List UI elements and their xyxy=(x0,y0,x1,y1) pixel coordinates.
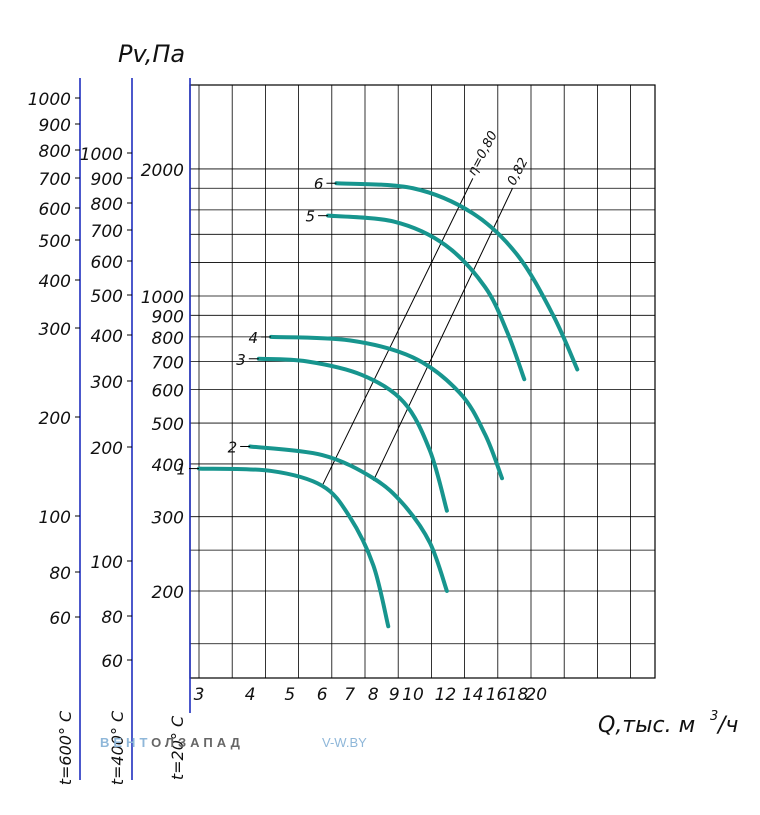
y-tick-label-t400: 200 xyxy=(91,439,123,459)
x-tick-label: 14 xyxy=(462,685,484,705)
y-tick-label-t400: 600 xyxy=(91,253,123,273)
x-tick-label: 12 xyxy=(435,685,457,705)
y-tick-label-t600: 700 xyxy=(39,170,71,190)
y-tick-label-t400: 300 xyxy=(91,373,123,393)
x-axis-title: Q,тыс. м xyxy=(598,713,695,738)
y-tick-label-t600: 500 xyxy=(39,232,71,252)
efficiency-line xyxy=(372,188,513,481)
efficiency-label: 0,82 xyxy=(505,156,532,189)
x-tick-label: 4 xyxy=(245,685,256,705)
y-tick-label-t600: 1000 xyxy=(28,90,71,110)
x-tick-label: 10 xyxy=(402,685,424,705)
y-tick-label-t20: 2000 xyxy=(141,161,184,181)
y-tick-label-t400: 60 xyxy=(101,652,123,672)
curve-4 xyxy=(269,334,505,481)
x-tick-label: 3 xyxy=(194,685,205,705)
grid xyxy=(189,84,656,679)
y-tick-label-t20: 400 xyxy=(152,456,184,476)
y-tick-label-t20: 900 xyxy=(152,307,184,327)
efficiency-line xyxy=(321,178,474,487)
y-tick-label-t600: 900 xyxy=(39,116,71,136)
x-tick-label: 7 xyxy=(344,685,355,705)
x-tick-label: 9 xyxy=(389,685,400,705)
x-tick-label: 5 xyxy=(284,685,295,705)
y-tick-label-t600: 100 xyxy=(39,508,71,528)
y-tick-label-t600: 80 xyxy=(49,564,71,584)
x-axis-title-sup: 3 xyxy=(710,709,718,724)
y-tick-label-t20: 300 xyxy=(152,509,184,529)
y-tick-label-t20: 700 xyxy=(152,353,184,373)
y-tick-label-t20: 600 xyxy=(152,382,184,402)
y-tick-label-t20: 800 xyxy=(152,329,184,349)
x-tick-label: 6 xyxy=(317,685,328,705)
y-tick-label-t400: 900 xyxy=(91,170,123,190)
y-tick-label-t600: 400 xyxy=(39,272,71,292)
curve-5 xyxy=(326,213,527,382)
axis-name-t400: t=400° C xyxy=(108,710,127,785)
axis-name-t600: t=600° C xyxy=(56,710,75,785)
curve-label-1: 1 xyxy=(176,461,186,479)
curve-label-5: 5 xyxy=(305,208,315,226)
x-tick-label: 16 xyxy=(486,685,508,705)
curve-6 xyxy=(334,181,580,372)
watermark-brand-b: ОЛЗАПАД xyxy=(151,735,244,750)
curve-label-2: 2 xyxy=(228,438,238,456)
y-tick-label-t400: 800 xyxy=(91,195,123,215)
x-axis-title-tail: /ч xyxy=(716,713,738,738)
x-tick-label: 8 xyxy=(368,685,379,705)
y-tick-label-t20: 500 xyxy=(152,415,184,435)
curve-3 xyxy=(256,356,449,513)
y-tick-label-t20: 200 xyxy=(152,583,184,603)
y-tick-label-t400: 700 xyxy=(91,222,123,242)
y-tick-label-t400: 400 xyxy=(91,327,123,347)
y-tick-label-t600: 200 xyxy=(39,409,71,429)
y-tick-label-t600: 60 xyxy=(49,609,71,629)
x-tick-label: 18 xyxy=(507,685,529,705)
efficiency-label: η=0,80 xyxy=(465,129,501,178)
y-tick-label-t600: 300 xyxy=(39,320,71,340)
watermark-site: V-W.BY xyxy=(322,735,367,750)
axis-name-t20: t=20° C xyxy=(168,715,187,780)
watermark-brand-a: ВЕНТ xyxy=(100,735,152,750)
axes xyxy=(75,78,191,780)
y-tick-label-t400: 500 xyxy=(91,287,123,307)
y-tick-label-t400: 80 xyxy=(101,608,123,628)
curve-label-4: 4 xyxy=(249,329,259,347)
y-tick-label-t600: 800 xyxy=(39,142,71,162)
watermark-brand: ВЕНТОЛЗАПАД xyxy=(100,735,244,750)
curve-1 xyxy=(197,466,391,629)
labels: 3 4 5 6 7 8 9 10 12 14 16 1820200300400500600700800… xyxy=(28,40,739,785)
y-tick-label-t400: 100 xyxy=(91,553,123,573)
curve-label-6: 6 xyxy=(314,175,324,193)
curve-label-3: 3 xyxy=(236,351,246,369)
y-tick-label-t20: 1000 xyxy=(141,288,184,308)
fan-curves xyxy=(189,178,580,629)
x-tick-label: 20 xyxy=(525,685,547,705)
y-axis-title: Pv,Па xyxy=(118,40,185,68)
plot-frame xyxy=(189,84,656,679)
curve-2 xyxy=(248,444,449,593)
y-tick-label-t400: 1000 xyxy=(80,145,123,165)
y-tick-label-t600: 600 xyxy=(39,200,71,220)
